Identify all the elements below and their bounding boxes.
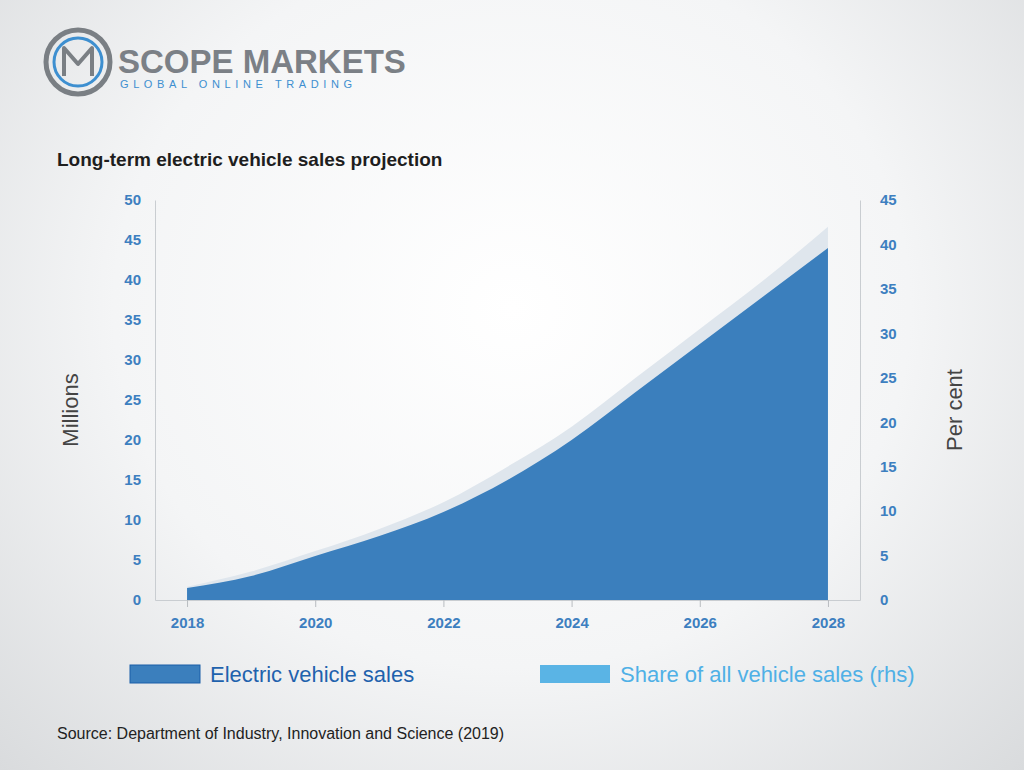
tick-label: 30 [880,325,897,342]
tick: 35 [124,311,155,328]
tick-label: 15 [124,471,141,488]
tick-label: 50 [124,191,141,208]
tick: 25 [860,369,897,386]
tick-label: 10 [880,502,897,519]
tick-label: 2026 [684,614,717,631]
tick-label: 45 [880,191,897,208]
logo: SCOPE MARKETSGLOBAL ONLINE TRADING [46,30,406,94]
brand: SCOPE MARKETS [118,43,406,80]
title: Long-term electric vehicle sales project… [57,149,442,170]
tick-label: 15 [880,458,897,475]
axis: 2018 2020 2022 2024 2026 2028 [156,600,861,631]
tick-label: 2018 [171,614,204,631]
legend-item: Share of all vehicle sales (rhs) [540,662,915,687]
tagline: GLOBAL ONLINE TRADING [120,78,357,90]
axis-line [156,600,861,601]
tick-label: 5 [133,551,141,568]
chart: SCOPE MARKETSGLOBAL ONLINE TRADING Long-t… [0,0,1024,770]
area [187,227,828,600]
tick: 5 [133,551,155,568]
legend-item: Electric vehicle sales [130,662,414,687]
tick-label: 2028 [812,614,845,631]
tick-label: 35 [124,311,141,328]
tick: 10 [860,502,897,519]
legend-label: Share of all vehicle sales (rhs) [620,662,915,687]
tick: 2018 [171,600,204,631]
tick: 15 [124,471,155,488]
tick-label: 20 [880,414,897,431]
tick-label: 2022 [427,614,460,631]
tick-label: 40 [124,271,141,288]
source: Source: Department of Industry, Innovati… [57,725,504,742]
tick: 10 [124,511,155,528]
legend: Electric vehicle sales Share of all vehic… [130,662,915,687]
logo-inner [54,38,102,86]
tick-mark [443,600,444,607]
tick: 30 [860,325,897,342]
axis-line [155,201,156,601]
tick: 0 [860,591,888,608]
tick: 5 [860,547,888,564]
logo-glyph [64,48,92,76]
tick-label: 25 [880,369,897,386]
tick-label: 5 [880,547,888,564]
tick-mark [700,600,701,607]
tick: 2020 [299,600,332,631]
tick-label: 30 [124,351,141,368]
logo-ring [46,30,110,94]
tick-label: 10 [124,511,141,528]
tick-label: 35 [880,280,897,297]
tick: 20 [124,431,155,448]
tick: 25 [124,391,155,408]
tick: 40 [124,271,155,288]
tick: 2026 [684,600,717,631]
plot-area [187,227,828,600]
y2-axis-title: Per cent [942,369,967,451]
tick: 45 [860,191,897,208]
tick-mark [315,600,316,607]
tick: 2022 [427,600,460,631]
tick: 40 [860,236,897,253]
tick-label: 20 [124,431,141,448]
tick-label: 0 [880,591,888,608]
tick-mark [572,600,573,607]
legend-label: Electric vehicle sales [210,662,414,687]
tick: 30 [124,351,155,368]
tick: 2024 [555,600,589,631]
y-axis-title: Millions [58,373,83,446]
tick: 35 [860,280,897,297]
axis: 0 5 10 15 20 25 30 35 40 45 50 [124,191,155,608]
legend-swatch [540,665,610,683]
tick: 20 [860,414,897,431]
tick-label: 2024 [555,614,589,631]
area [187,248,828,600]
tick-label: 25 [124,391,141,408]
axis-line [860,201,861,601]
tick: 45 [124,231,155,248]
tick: 2028 [812,600,845,631]
tick: 50 [124,191,155,208]
legend-swatch [130,665,200,683]
tick: 0 [133,591,155,608]
axis: 0 5 10 15 20 25 30 35 40 45 [860,191,897,608]
tick-mark [187,600,188,607]
tick-label: 40 [880,236,897,253]
tick-label: 0 [133,591,141,608]
tick-label: 45 [124,231,141,248]
tick-label: 2020 [299,614,332,631]
tick-mark [828,600,829,607]
tick: 15 [860,458,897,475]
